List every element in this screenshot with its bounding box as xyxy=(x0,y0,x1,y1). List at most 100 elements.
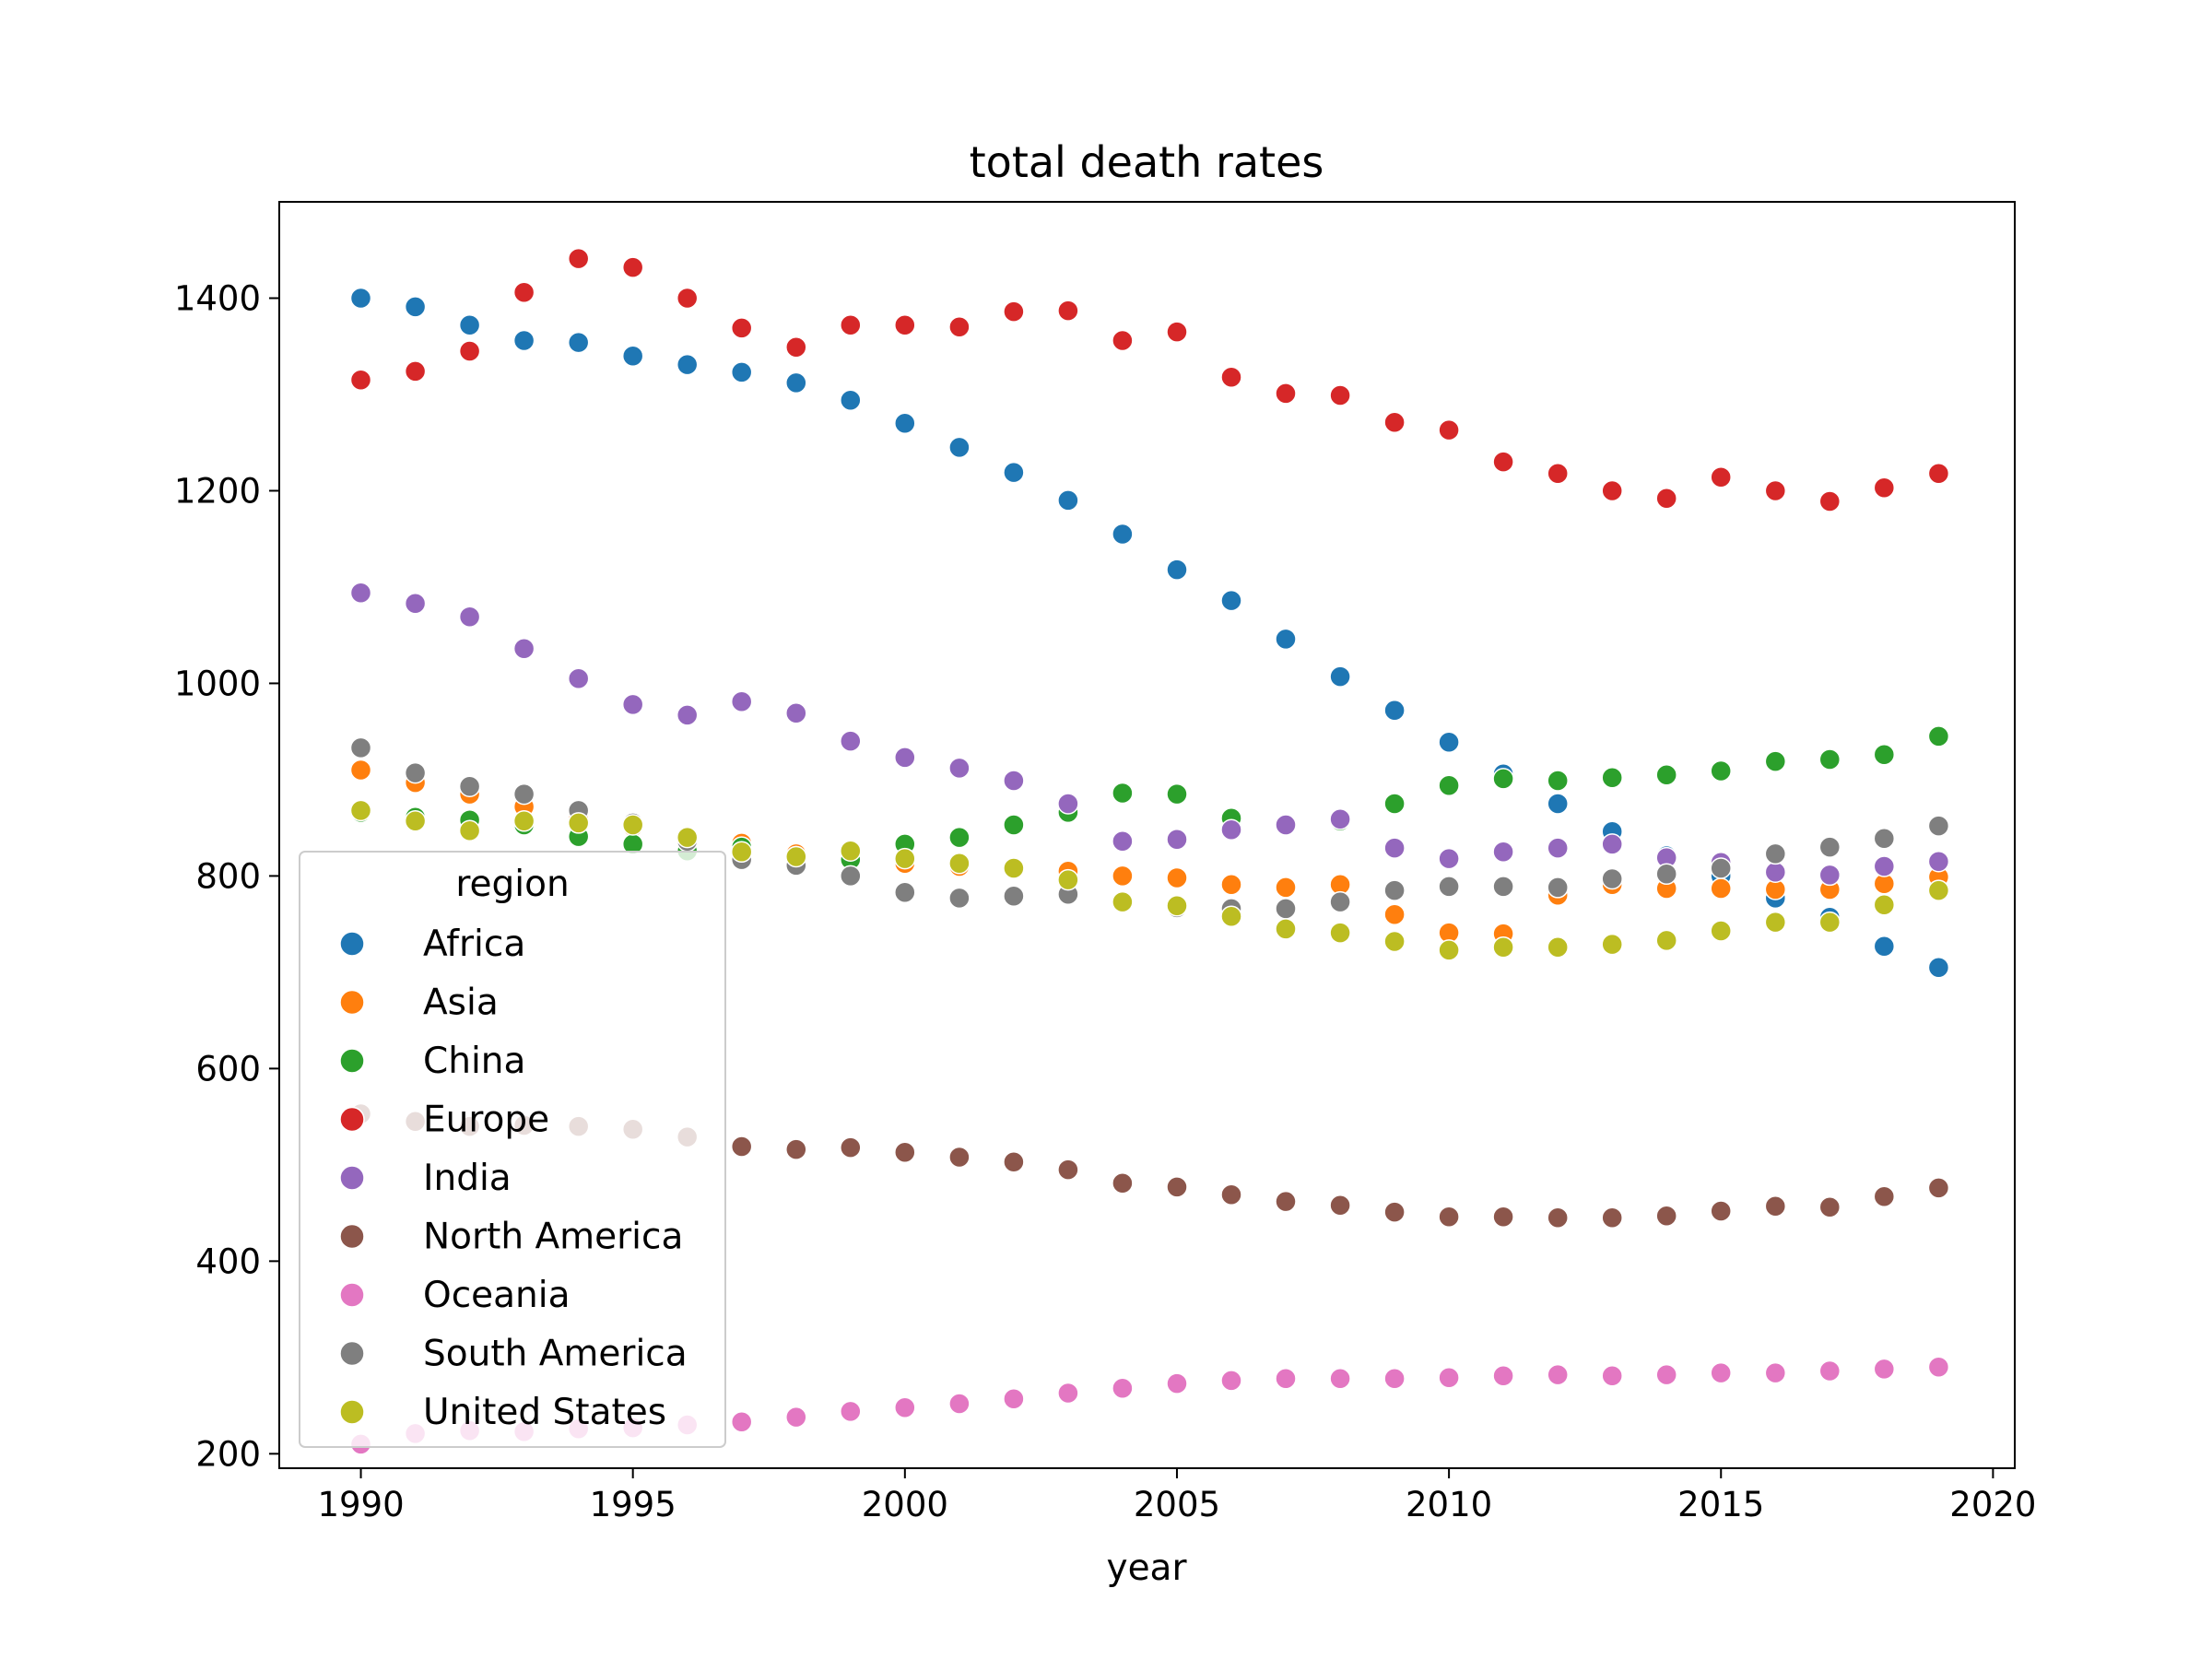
data-point xyxy=(1547,1363,1569,1386)
data-point xyxy=(1492,935,1514,959)
data-point xyxy=(1112,782,1134,805)
data-point xyxy=(1166,321,1188,343)
data-point xyxy=(1275,898,1297,920)
data-point xyxy=(1329,890,1351,913)
data-point xyxy=(1329,665,1351,688)
data-point xyxy=(730,690,753,713)
data-point xyxy=(1764,750,1787,772)
x-axis: 1990 1995 2000 2005 2010 2015 2020 xyxy=(317,1468,2036,1524)
y-tick-label: 1400 xyxy=(174,278,261,318)
data-point xyxy=(1873,1185,1896,1208)
data-point xyxy=(1438,847,1460,870)
data-point xyxy=(1873,744,1896,766)
data-point xyxy=(1003,770,1025,792)
data-point xyxy=(1438,774,1460,796)
data-point xyxy=(840,865,862,888)
data-point xyxy=(840,730,862,752)
data-point xyxy=(948,1146,971,1169)
data-point xyxy=(894,313,916,336)
x-tick-label: 2000 xyxy=(862,1485,948,1524)
data-point xyxy=(1492,768,1514,790)
legend-label: North America xyxy=(423,1217,683,1258)
data-point xyxy=(1220,1370,1242,1392)
plot-frame xyxy=(278,201,2016,1469)
data-point xyxy=(1383,879,1406,901)
series-europe xyxy=(349,247,1950,512)
legend-frame xyxy=(299,851,726,1448)
data-point xyxy=(567,812,590,834)
data-point xyxy=(1710,920,1732,942)
data-point xyxy=(1601,479,1623,502)
data-point xyxy=(894,412,916,435)
data-point xyxy=(621,814,644,836)
data-point xyxy=(1220,366,1242,388)
data-point xyxy=(1112,1171,1134,1194)
data-point xyxy=(1710,1361,1732,1384)
legend-label: Africa xyxy=(423,924,525,965)
data-point xyxy=(1275,877,1297,899)
data-point xyxy=(1166,1372,1188,1394)
data-point xyxy=(1383,699,1406,722)
data-point xyxy=(1764,1195,1787,1218)
data-point xyxy=(1003,1150,1025,1173)
data-point xyxy=(730,1135,753,1158)
data-point xyxy=(349,759,372,782)
data-point xyxy=(621,256,644,278)
data-point xyxy=(1655,929,1677,952)
data-point xyxy=(1003,461,1025,484)
data-point xyxy=(1112,865,1134,888)
data-point xyxy=(1383,903,1406,925)
data-point xyxy=(1383,1201,1406,1223)
data-point xyxy=(1927,1356,1950,1379)
data-point xyxy=(1873,827,1896,850)
data-point xyxy=(1492,841,1514,864)
data-point xyxy=(840,1136,862,1159)
data-point xyxy=(458,313,481,336)
y-tick-label: 600 xyxy=(195,1049,261,1088)
data-point xyxy=(404,592,427,615)
data-point xyxy=(785,336,807,359)
data-point xyxy=(1166,828,1188,851)
data-point xyxy=(1329,1194,1351,1217)
data-point xyxy=(1220,589,1242,612)
data-point xyxy=(1873,894,1896,916)
data-point xyxy=(785,702,807,724)
data-point xyxy=(1927,815,1950,837)
data-point xyxy=(1547,793,1569,815)
data-point xyxy=(1057,300,1079,322)
data-point xyxy=(1818,1359,1841,1382)
data-point xyxy=(1383,837,1406,859)
data-point xyxy=(1764,861,1787,883)
data-point xyxy=(1601,833,1623,855)
data-point xyxy=(948,887,971,910)
data-point xyxy=(1112,329,1134,352)
data-point xyxy=(1003,885,1025,908)
legend-marker xyxy=(339,1282,365,1308)
data-point xyxy=(567,667,590,689)
data-point xyxy=(1003,1388,1025,1410)
data-point xyxy=(1057,1159,1079,1181)
y-tick-label: 1000 xyxy=(174,664,261,703)
data-point xyxy=(1764,479,1787,502)
data-point xyxy=(1818,836,1841,858)
data-point xyxy=(894,881,916,903)
data-point xyxy=(621,693,644,716)
data-point xyxy=(404,296,427,318)
data-point xyxy=(785,1406,807,1429)
data-point xyxy=(840,1400,862,1423)
data-point xyxy=(1003,814,1025,836)
data-point xyxy=(1547,1206,1569,1230)
data-point xyxy=(1547,770,1569,792)
data-point xyxy=(1601,1364,1623,1387)
data-point xyxy=(1873,935,1896,958)
data-point xyxy=(785,845,807,868)
legend-marker xyxy=(339,1399,365,1425)
legend-entry: Asia xyxy=(339,982,499,1024)
legend-entry: Africa xyxy=(339,924,525,965)
data-point xyxy=(404,810,427,832)
data-point xyxy=(730,317,753,339)
x-tick-label: 2020 xyxy=(1949,1485,2036,1524)
data-point xyxy=(1220,818,1242,841)
data-point xyxy=(1057,868,1079,891)
data-point xyxy=(1112,523,1134,546)
